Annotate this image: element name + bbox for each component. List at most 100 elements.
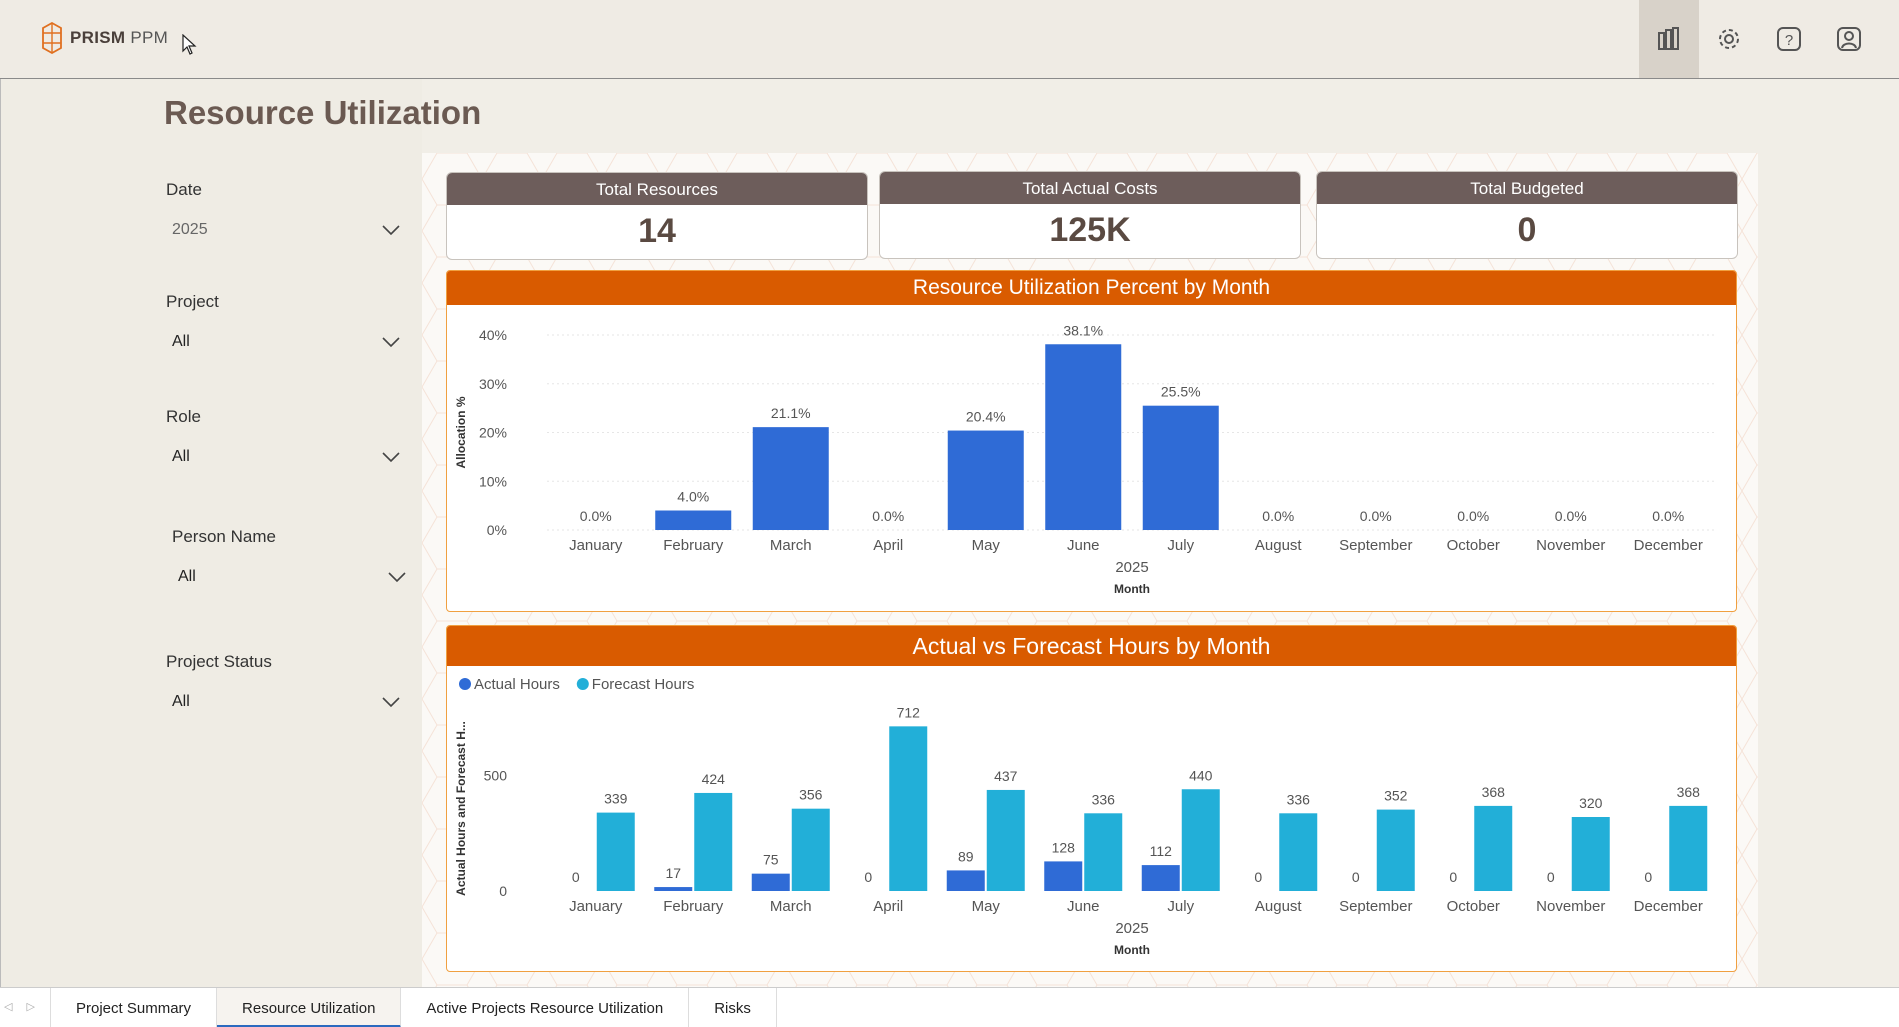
status-value: All: [172, 693, 190, 710]
bar-forecast-march[interactable]: [791, 808, 830, 891]
kpi-total-budgeted-value: 0: [1517, 211, 1537, 249]
legend-marker: [576, 678, 589, 690]
data-label: 25.5%: [1161, 384, 1201, 400]
bar-may[interactable]: [947, 430, 1024, 530]
data-label: 0: [1547, 869, 1555, 885]
hours-chart-title: Actual vs Forecast Hours by Month: [447, 626, 1736, 666]
legend-label[interactable]: Actual Hours: [474, 676, 560, 693]
project-filter-label: Project: [166, 292, 219, 311]
legend-label[interactable]: Forecast Hours: [592, 676, 695, 693]
help-button[interactable]: ?: [1759, 0, 1819, 78]
kpi-total-resources-value: 14: [638, 212, 676, 250]
kpi-total-budgeted[interactable]: Total Budgeted 0: [1316, 171, 1738, 259]
top-bar: PRISM PPM ?: [0, 0, 1899, 79]
bar-forecast-november[interactable]: [1571, 817, 1610, 891]
bar-june[interactable]: [1045, 344, 1122, 530]
x-tick-label: August: [1255, 537, 1303, 554]
hours-chart-card[interactable]: Actual vs Forecast Hours by Month Actual…: [446, 625, 1737, 972]
bar-actual-july[interactable]: [1141, 865, 1180, 891]
tab-risks[interactable]: Risks: [689, 988, 777, 1027]
project-dropdown[interactable]: All: [166, 328, 406, 356]
bar-forecast-september[interactable]: [1376, 809, 1415, 891]
x-tick-label: March: [770, 537, 812, 554]
bar-february[interactable]: [655, 510, 732, 531]
bar-actual-february[interactable]: [654, 887, 693, 891]
x-tick-label: October: [1447, 898, 1500, 915]
x-tick-label: September: [1339, 537, 1412, 554]
svg-text:?: ?: [1785, 32, 1793, 49]
kpi-total-resources[interactable]: Total Resources 14: [446, 172, 868, 260]
data-label: 368: [1482, 784, 1506, 800]
mouse-pointer-icon: [182, 34, 197, 55]
data-label: 320: [1579, 795, 1603, 811]
tab-active-projects-resource-utilization[interactable]: Active Projects Resource Utilization: [401, 988, 690, 1027]
x-tick-label: June: [1067, 898, 1100, 915]
y-tick-label: 10%: [479, 473, 507, 489]
x-tick-label: February: [663, 898, 724, 915]
tab-scroll-right-icon[interactable]: ▷: [26, 1001, 35, 1013]
powerbi-button[interactable]: [1639, 0, 1699, 78]
kpi-total-budgeted-label: Total Budgeted: [1317, 172, 1737, 204]
tab-scroll-left-icon[interactable]: ◁: [4, 1001, 13, 1013]
data-label: 424: [702, 771, 726, 787]
x-tick-label: June: [1067, 537, 1100, 554]
user-icon: [1837, 27, 1861, 51]
status-filter: Project Status All: [166, 652, 406, 716]
x-tick-label: December: [1634, 537, 1703, 554]
settings-button[interactable]: [1699, 0, 1759, 78]
kpi-total-actual-costs[interactable]: Total Actual Costs 125K: [879, 171, 1301, 259]
data-label: 0: [864, 869, 872, 885]
x-tick-label: November: [1536, 537, 1605, 554]
utilization-chart[interactable]: 0% 10% 20% 30% 40% 0.0% January 4.0% February 21.…: [447, 305, 1737, 611]
role-value: All: [172, 448, 190, 465]
chevron-down-icon: [382, 452, 400, 463]
chevron-down-icon: [388, 572, 406, 583]
date-filter-label: Date: [166, 180, 202, 199]
x-axis-title: Month: [1114, 943, 1150, 957]
data-label: 0: [1449, 869, 1457, 885]
status-dropdown[interactable]: All: [166, 688, 406, 716]
role-dropdown[interactable]: All: [166, 443, 406, 471]
prism-logo-icon: [42, 22, 62, 54]
bar-actual-may[interactable]: [946, 870, 985, 891]
tab-resource-utilization[interactable]: Resource Utilization: [217, 988, 402, 1027]
app-logo[interactable]: PRISM PPM: [42, 22, 168, 54]
hours-chart[interactable]: Actual Hours Forecast Hours 0 500 0 339 Januar…: [447, 666, 1737, 972]
data-label: 0: [1352, 869, 1360, 885]
data-label: 0: [1644, 869, 1652, 885]
bar-forecast-january[interactable]: [596, 812, 635, 891]
person-dropdown[interactable]: All: [172, 563, 412, 591]
page-title: Resource Utilization: [164, 94, 482, 131]
x-tick-label: May: [972, 898, 1001, 915]
x-tick-label: January: [569, 537, 623, 554]
bar-forecast-july[interactable]: [1181, 789, 1220, 891]
x-tick-label: November: [1536, 898, 1605, 915]
bar-forecast-april[interactable]: [889, 726, 928, 891]
role-filter: Role All: [166, 407, 406, 471]
data-label: 0.0%: [1652, 508, 1684, 524]
x-tick-label: January: [569, 898, 623, 915]
bar-forecast-august[interactable]: [1279, 813, 1318, 891]
bar-march[interactable]: [752, 427, 829, 530]
data-label: 712: [897, 704, 921, 720]
bar-actual-march[interactable]: [751, 873, 790, 891]
y-axis-title: Allocation %: [454, 396, 468, 468]
bar-forecast-october[interactable]: [1474, 805, 1513, 891]
logo-text: PRISM PPM: [70, 28, 169, 47]
data-label: 0.0%: [1457, 508, 1489, 524]
bar-actual-june[interactable]: [1044, 861, 1083, 891]
bar-forecast-february[interactable]: [694, 792, 733, 891]
data-label: 336: [1092, 791, 1116, 807]
profile-button[interactable]: [1819, 0, 1879, 78]
bar-forecast-may[interactable]: [986, 789, 1025, 891]
y-tick-label: 0%: [487, 522, 507, 538]
bar-forecast-june[interactable]: [1084, 813, 1123, 891]
data-label: 0.0%: [1360, 508, 1392, 524]
tab-project-summary[interactable]: Project Summary: [51, 988, 218, 1027]
utilization-chart-card[interactable]: Resource Utilization Percent by Month 0%…: [446, 270, 1737, 612]
bar-july[interactable]: [1142, 405, 1219, 530]
person-value: All: [178, 568, 196, 585]
bar-forecast-december[interactable]: [1669, 805, 1708, 891]
data-label: 437: [994, 768, 1018, 784]
date-dropdown[interactable]: 2025: [166, 216, 406, 244]
